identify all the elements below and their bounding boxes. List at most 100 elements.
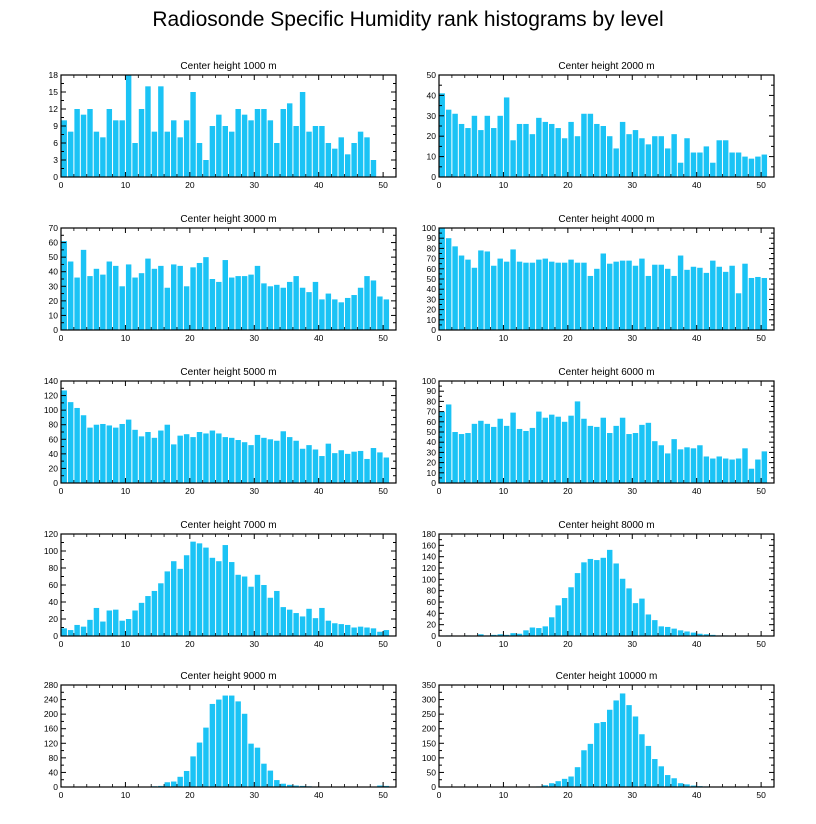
panel-7-bar <box>357 626 364 636</box>
panel-7-bar <box>87 619 93 636</box>
panel-8-xtick-label: 20 <box>563 639 573 649</box>
panel-6-bar <box>516 428 523 483</box>
panel-6-bar <box>478 420 484 483</box>
panel-5-xtick-label: 50 <box>378 486 388 496</box>
panel-7-ytick-label: 80 <box>49 563 59 573</box>
panel-2-bar <box>471 115 478 177</box>
panel-3-xtick-label: 30 <box>250 333 260 343</box>
panel-5-bar <box>80 415 87 483</box>
panel-7-bar <box>203 547 209 636</box>
panel-9-ytick-label: 160 <box>44 724 58 734</box>
panel-3-bar <box>293 276 299 330</box>
panel-8-bar <box>632 603 639 636</box>
panel-6-bar <box>600 417 606 483</box>
panel-7-bar <box>377 631 383 636</box>
panel-1-xtick-label: 10 <box>121 180 131 190</box>
panel-8-bar <box>581 562 587 636</box>
panel-3-bar <box>151 268 158 330</box>
panel-2-bar <box>613 148 619 177</box>
panel-4-bar <box>735 293 742 330</box>
panel-1-bar <box>74 109 80 177</box>
panel-2-bar <box>677 162 684 177</box>
panel-2-bar <box>697 152 703 177</box>
panel-9-bar <box>196 742 203 787</box>
panel-10-bar <box>626 705 632 787</box>
panel-1-ytick-label: 0 <box>53 172 58 182</box>
panel-6-bar <box>536 411 542 483</box>
panel-10-ytick-label: 150 <box>422 738 436 748</box>
panel-9-bar <box>222 695 228 787</box>
panel-1-bar <box>261 109 267 177</box>
panel-4-bar <box>697 267 703 330</box>
panel-4-bar <box>632 265 639 330</box>
panel-2-bar <box>645 144 652 177</box>
panel-5-bar <box>351 451 357 483</box>
panel-9-bar <box>203 727 209 787</box>
panel-3-ytick-label: 50 <box>49 252 59 262</box>
panel-6-xtick-label: 0 <box>437 486 442 496</box>
panel-3-bar <box>306 292 312 330</box>
panel-10-bar <box>639 734 645 787</box>
panel-3-bar <box>158 265 164 330</box>
panel-6-ytick-label: 50 <box>427 427 437 437</box>
panel-8-ytick-label: 160 <box>422 540 436 550</box>
panel-3-bar <box>196 262 203 330</box>
panel-9-xtick-label: 50 <box>378 790 388 800</box>
panel-6-bar <box>574 401 581 483</box>
panel-10-bar <box>677 783 684 787</box>
panel-2-bar <box>542 121 549 177</box>
panel-9-bar <box>171 781 177 787</box>
panel-7-ytick-label: 120 <box>44 529 58 539</box>
panel-2-title: Center height 2000 m <box>558 61 654 72</box>
panel-7-bar <box>158 583 164 636</box>
panel-2-ytick-label: 40 <box>427 90 437 100</box>
panel-9-bar <box>261 763 267 787</box>
panel-6-bar <box>581 418 587 483</box>
panel-6-bar <box>735 458 742 483</box>
panel-4-bar <box>619 260 626 330</box>
panel-4-bar <box>664 268 671 330</box>
panel-7-bar <box>151 590 158 636</box>
panel-3-bar <box>216 281 222 330</box>
panel-6-bar <box>510 412 516 483</box>
panel-9-bar <box>377 785 383 787</box>
panel-10-ytick-label: 50 <box>427 767 437 777</box>
panel-2-bar <box>555 128 561 177</box>
panel-1-bar <box>132 143 138 177</box>
panel-3-xtick-label: 40 <box>314 333 324 343</box>
panel-5-ytick-label: 120 <box>44 391 58 401</box>
panel-2-xtick-label: 30 <box>628 180 638 190</box>
panel-5-bar <box>61 390 67 483</box>
panel-5-bar <box>119 423 125 483</box>
panel-9-bar <box>216 699 222 787</box>
panel-4-bar <box>523 262 529 330</box>
panel-6-bar <box>671 439 677 483</box>
panel-3-bar <box>145 258 151 330</box>
panel-5-bar <box>100 423 106 483</box>
panel-6-bar <box>587 425 594 483</box>
panel-2-bar <box>510 140 516 177</box>
panel-10-bar <box>607 709 613 787</box>
panel-2-bar <box>491 128 497 177</box>
panel-1-bar <box>267 120 274 177</box>
panel-2-bar <box>690 152 697 177</box>
panel-10-bar <box>652 759 658 787</box>
panel-7-bar <box>254 574 261 636</box>
panel-2-bar <box>716 140 722 177</box>
panel-8-bar <box>600 557 606 636</box>
panel-8-bar <box>568 587 574 636</box>
panel-6-bar <box>658 445 664 483</box>
panel-3-ytick-label: 70 <box>49 223 59 233</box>
panel-1-bar <box>293 126 299 177</box>
panel-5-bar <box>248 445 254 483</box>
panel-8-bar <box>677 630 684 636</box>
panel-2-xtick-label: 50 <box>756 180 766 190</box>
panel-6-xtick-label: 10 <box>499 486 509 496</box>
panel-1-bar <box>235 109 241 177</box>
panel-1-bar <box>344 154 351 177</box>
panel-4-bar <box>722 271 729 330</box>
panel-8-ytick-label: 120 <box>422 563 436 573</box>
panel-7-bar <box>190 541 196 636</box>
panel-10-ytick-label: 300 <box>422 695 436 705</box>
panel-1-xtick-label: 0 <box>59 180 64 190</box>
